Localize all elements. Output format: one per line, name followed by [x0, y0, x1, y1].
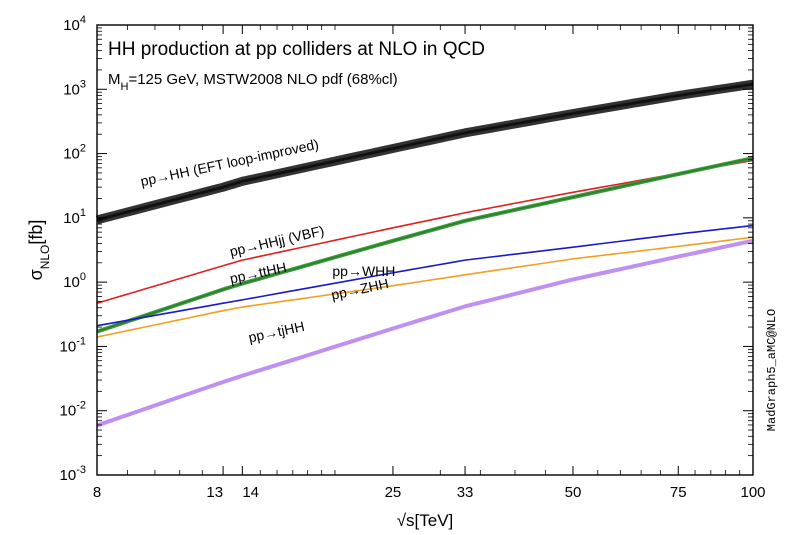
- x-tick-label: 50: [565, 484, 582, 501]
- series-annotation: pp→WHH: [332, 263, 395, 279]
- series-group: [95, 79, 754, 428]
- y-tick-label: 101: [63, 207, 86, 227]
- x-tick-label: 13: [206, 484, 223, 501]
- axis-ticks: [96, 24, 754, 476]
- series-line-central: [96, 82, 754, 222]
- y-tick-label: 104: [63, 14, 86, 34]
- y-tick-label: 102: [63, 143, 86, 163]
- y-tick-label: 103: [63, 78, 86, 98]
- series-line: [96, 224, 754, 327]
- y-tick-label: 100: [63, 271, 86, 291]
- series-line: [96, 238, 754, 428]
- watermark: MadGraph5_aMC@NLO: [765, 309, 779, 431]
- x-tick-label: 25: [385, 484, 402, 501]
- x-tick-label: 8: [93, 484, 101, 501]
- x-tick-label: 14: [242, 484, 259, 501]
- series-line-central: [96, 157, 754, 333]
- x-axis-label: √s[TeV]: [397, 511, 454, 530]
- x-tick-label: 100: [740, 484, 765, 501]
- chart-title: HH production at pp colliders at NLO in …: [108, 39, 485, 60]
- y-tick-label: 10-3: [60, 464, 86, 484]
- x-tick-label: 75: [670, 484, 687, 501]
- y-axis-label: σNLO[fb]: [26, 220, 52, 281]
- plot-frame: [96, 24, 754, 476]
- x-tick-label: 33: [457, 484, 474, 501]
- series-line: [96, 236, 754, 338]
- y-tick-label: 10-2: [60, 400, 86, 420]
- y-tick-label: 10-1: [60, 335, 86, 355]
- tick-labels: 8 13 14 25 33 50 75 100 10-3 10-2 10-1 100 101 102 103…: [60, 14, 766, 501]
- chart-subtitle: MH=125 GeV, MSTW2008 NLO pdf (68%cl): [108, 71, 398, 93]
